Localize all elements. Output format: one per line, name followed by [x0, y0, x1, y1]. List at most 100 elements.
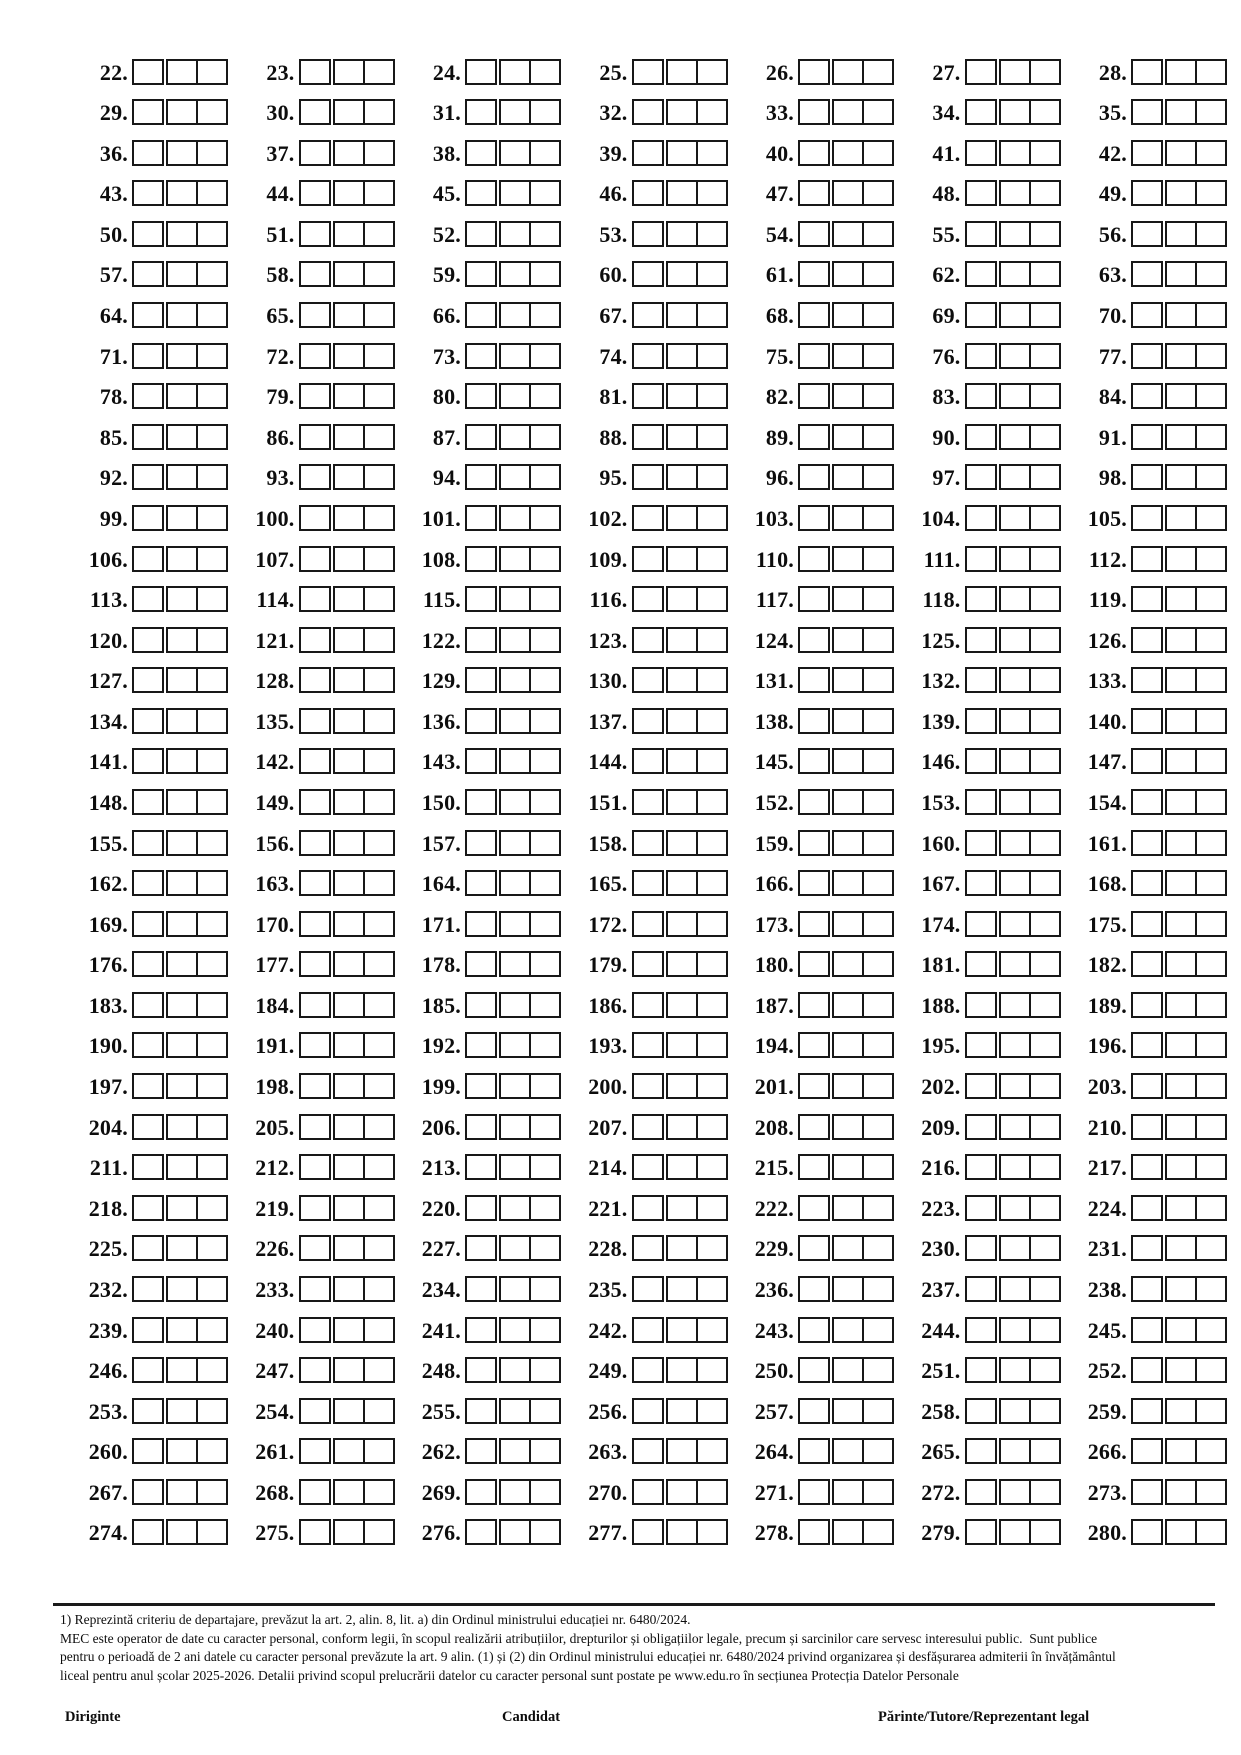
answer-box-3[interactable] [1029, 748, 1061, 775]
answer-box-3[interactable] [1029, 220, 1061, 247]
answer-box-2[interactable] [332, 788, 364, 815]
answer-box-1[interactable] [798, 504, 830, 531]
answer-box-1[interactable] [1131, 829, 1163, 856]
answer-box-2[interactable] [499, 1275, 530, 1302]
answer-box-2[interactable] [166, 342, 197, 369]
answer-box-1[interactable] [465, 586, 497, 613]
answer-box-2[interactable] [998, 1154, 1030, 1181]
answer-box-2[interactable] [832, 261, 863, 288]
answer-box-1[interactable] [964, 1519, 997, 1546]
answer-box-1[interactable] [132, 139, 164, 166]
answer-box-2[interactable] [332, 667, 364, 694]
answer-box-1[interactable] [631, 626, 664, 653]
answer-box-2[interactable] [1165, 58, 1196, 85]
answer-box-1[interactable] [798, 99, 830, 126]
answer-box-3[interactable] [530, 342, 561, 369]
answer-box-1[interactable] [1131, 1519, 1163, 1546]
answer-box-1[interactable] [798, 1478, 830, 1505]
answer-box-2[interactable] [832, 1357, 863, 1384]
answer-box-2[interactable] [998, 1032, 1030, 1059]
answer-box-3[interactable] [1029, 504, 1061, 531]
answer-box-2[interactable] [499, 1113, 530, 1140]
answer-box-1[interactable] [465, 667, 497, 694]
answer-box-1[interactable] [132, 1438, 164, 1465]
answer-box-1[interactable] [631, 383, 664, 410]
answer-box-1[interactable] [631, 1357, 664, 1384]
answer-box-3[interactable] [696, 667, 728, 694]
answer-box-2[interactable] [166, 788, 197, 815]
answer-box-2[interactable] [665, 910, 697, 937]
answer-box-1[interactable] [132, 504, 164, 531]
answer-box-2[interactable] [499, 1357, 530, 1384]
answer-box-2[interactable] [332, 261, 364, 288]
answer-box-3[interactable] [197, 910, 228, 937]
answer-box-1[interactable] [465, 342, 497, 369]
answer-box-1[interactable] [465, 220, 497, 247]
answer-box-1[interactable] [631, 951, 664, 978]
answer-box-2[interactable] [665, 586, 697, 613]
answer-box-2[interactable] [499, 1397, 530, 1424]
answer-box-2[interactable] [1165, 626, 1196, 653]
answer-box-2[interactable] [998, 1397, 1030, 1424]
answer-box-3[interactable] [696, 1194, 728, 1221]
answer-box-3[interactable] [197, 1357, 228, 1384]
answer-box-3[interactable] [1196, 1519, 1227, 1546]
answer-box-1[interactable] [132, 464, 164, 491]
answer-box-2[interactable] [166, 1032, 197, 1059]
answer-box-3[interactable] [197, 951, 228, 978]
answer-box-1[interactable] [964, 910, 997, 937]
answer-box-1[interactable] [1131, 1275, 1163, 1302]
answer-box-1[interactable] [798, 1519, 830, 1546]
answer-box-3[interactable] [530, 383, 561, 410]
answer-box-2[interactable] [998, 1316, 1030, 1343]
answer-box-3[interactable] [696, 1478, 728, 1505]
answer-box-1[interactable] [465, 1154, 497, 1181]
answer-box-2[interactable] [665, 423, 697, 450]
answer-box-3[interactable] [696, 342, 728, 369]
answer-box-1[interactable] [631, 261, 664, 288]
answer-box-1[interactable] [964, 1194, 997, 1221]
answer-box-3[interactable] [1029, 139, 1061, 166]
answer-box-1[interactable] [964, 58, 997, 85]
answer-box-3[interactable] [363, 910, 395, 937]
answer-box-2[interactable] [832, 1113, 863, 1140]
answer-box-1[interactable] [1131, 342, 1163, 369]
answer-box-1[interactable] [1131, 667, 1163, 694]
answer-box-2[interactable] [332, 1073, 364, 1100]
answer-box-3[interactable] [696, 1032, 728, 1059]
answer-box-3[interactable] [696, 99, 728, 126]
answer-box-1[interactable] [298, 1316, 331, 1343]
answer-box-1[interactable] [132, 1113, 164, 1140]
answer-box-1[interactable] [631, 180, 664, 207]
answer-box-3[interactable] [1196, 910, 1227, 937]
answer-box-2[interactable] [1165, 1397, 1196, 1424]
answer-box-1[interactable] [465, 1194, 497, 1221]
answer-box-3[interactable] [197, 1194, 228, 1221]
answer-box-2[interactable] [832, 829, 863, 856]
answer-box-1[interactable] [1131, 139, 1163, 166]
answer-box-1[interactable] [298, 1438, 331, 1465]
answer-box-3[interactable] [1196, 545, 1227, 572]
answer-box-2[interactable] [665, 626, 697, 653]
answer-box-3[interactable] [863, 667, 894, 694]
answer-box-2[interactable] [998, 99, 1030, 126]
answer-box-1[interactable] [798, 870, 830, 897]
answer-box-3[interactable] [197, 1438, 228, 1465]
answer-box-1[interactable] [465, 1357, 497, 1384]
answer-box-1[interactable] [132, 870, 164, 897]
answer-box-1[interactable] [964, 626, 997, 653]
answer-box-3[interactable] [863, 1275, 894, 1302]
answer-box-2[interactable] [998, 707, 1030, 734]
answer-box-1[interactable] [798, 423, 830, 450]
answer-box-1[interactable] [631, 1194, 664, 1221]
answer-box-3[interactable] [863, 342, 894, 369]
answer-box-1[interactable] [298, 464, 331, 491]
answer-box-2[interactable] [332, 423, 364, 450]
answer-box-3[interactable] [1196, 1113, 1227, 1140]
answer-box-1[interactable] [465, 261, 497, 288]
answer-box-1[interactable] [798, 464, 830, 491]
answer-box-1[interactable] [798, 788, 830, 815]
answer-box-3[interactable] [197, 1154, 228, 1181]
answer-box-1[interactable] [964, 991, 997, 1018]
answer-box-3[interactable] [530, 829, 561, 856]
